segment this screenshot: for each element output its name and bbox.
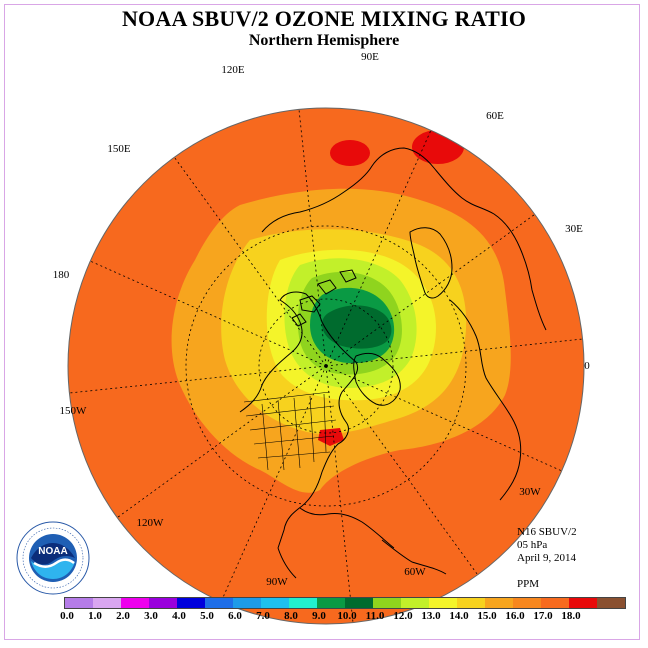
lon-label-150w: 150W (59, 405, 87, 417)
latitude-circle-30n (185, 225, 467, 507)
lon-label-120w: 120W (136, 517, 164, 529)
map-boundary (67, 107, 585, 625)
meridian-line-3 (325, 365, 354, 623)
color-scale-tick-label: 16.0 (505, 610, 525, 622)
color-scale-tick-label: 12.0 (393, 610, 413, 622)
color-scale-segment-13 (429, 598, 457, 608)
lon-label-120e: 120E (221, 64, 245, 76)
color-scale-segment-9 (317, 598, 345, 608)
color-scale-tick-label: 2.0 (116, 610, 130, 622)
color-scale-segment-19 (597, 598, 625, 608)
latitude-circle-60n (258, 298, 394, 434)
coastline-north-america (239, 291, 358, 549)
color-scale-tick-label: 13.0 (421, 610, 441, 622)
noaa-logo: NOAA (16, 521, 90, 595)
units-label: PPM (517, 578, 540, 590)
color-scale-segment-18 (569, 598, 597, 608)
color-scale-segment-8 (289, 598, 317, 608)
color-scale-segment-3 (149, 598, 177, 608)
color-scale-segment-0 (65, 598, 93, 608)
color-scale-tick-label: 0.0 (60, 610, 74, 622)
coastline-scandinavia (409, 227, 453, 299)
meridian-line-0 (325, 338, 583, 367)
field-dark-green (322, 305, 392, 349)
color-scale-segment-4 (177, 598, 205, 608)
coastline-europe-africa (449, 299, 522, 501)
page-frame (4, 4, 640, 640)
color-scale-tick-label: 3.0 (144, 610, 158, 622)
color-scale-tick-label: 18.0 (561, 610, 581, 622)
color-scale-segment-17 (541, 598, 569, 608)
info-block: N16 SBUV/2 05 hPa April 9, 2014 PPM (517, 526, 577, 591)
coastline-eurasia (261, 147, 547, 331)
color-scale-tick-label: 1.0 (88, 610, 102, 622)
color-scale-segment-1 (93, 598, 121, 608)
pressure-level-label: 05 hPa (517, 539, 548, 551)
color-scale-bar (64, 597, 626, 609)
color-scale-ticks: 0.0 1.0 2.0 3.0 4.0 5.0 6.0 7.0 8.0 9.0 10.0 11.0 12… (60, 610, 584, 624)
lon-label-60e: 60E (486, 110, 504, 122)
date-label: April 9, 2014 (517, 552, 576, 564)
color-scale-segment-11 (373, 598, 401, 608)
graticule (69, 109, 583, 623)
lon-label-30w: 30W (519, 486, 541, 498)
color-scale-tick-label: 15.0 (477, 610, 497, 622)
coastline-central-america (277, 507, 395, 579)
lon-label-60w: 60W (404, 566, 426, 578)
color-scale-tick-label: 11.0 (365, 610, 385, 622)
color-scale-segment-6 (233, 598, 261, 608)
color-scale-tick-label: 6.0 (228, 610, 242, 622)
color-scale-tick-label: 17.0 (533, 610, 553, 622)
color-scale-tick-label: 9.0 (312, 610, 326, 622)
color-scale-tick-label: 4.0 (172, 610, 186, 622)
color-scale-segment-14 (457, 598, 485, 608)
lon-label-150e: 150E (107, 143, 131, 155)
color-scale-tick-label: 14.0 (449, 610, 469, 622)
color-scale-segment-7 (261, 598, 289, 608)
field-red-patch-1 (330, 140, 370, 166)
meridian-lines (69, 109, 583, 623)
coastlines (239, 147, 547, 579)
color-scale-segment-2 (121, 598, 149, 608)
instrument-label: N16 SBUV/2 (517, 526, 577, 538)
color-scale-segment-5 (205, 598, 233, 608)
color-scale-segment-16 (513, 598, 541, 608)
color-scale-segment-15 (485, 598, 513, 608)
logo-wordmark: NOAA (38, 546, 67, 557)
field-red-patch-3 (318, 428, 344, 446)
page-subtitle: Northern Hemisphere (248, 32, 400, 49)
us-state-borders (243, 391, 337, 471)
color-scale-tick-label: 8.0 (284, 610, 298, 622)
lon-label-180: 180 (52, 269, 70, 281)
meridian-line-6 (69, 365, 327, 394)
lon-label-90e: 90E (361, 51, 379, 63)
coastline-south-america (381, 539, 447, 575)
coastline-greenland (353, 352, 401, 406)
color-scale-segment-10 (345, 598, 373, 608)
color-scale-tick-label: 7.0 (256, 610, 270, 622)
lon-label-90w: 90W (266, 576, 288, 588)
page-title: NOAA SBUV/2 OZONE MIXING RATIO (121, 6, 527, 31)
color-scale-segment-12 (401, 598, 429, 608)
field-red-patch-2 (412, 130, 464, 164)
meridian-line-9 (298, 109, 327, 367)
color-scale-tick-label: 10.0 (337, 610, 357, 622)
lon-label-0: 0 (584, 360, 590, 372)
coastline-arctic-islands (291, 269, 357, 327)
color-scale-tick-label: 5.0 (200, 610, 214, 622)
lon-label-30e: 30E (565, 223, 583, 235)
